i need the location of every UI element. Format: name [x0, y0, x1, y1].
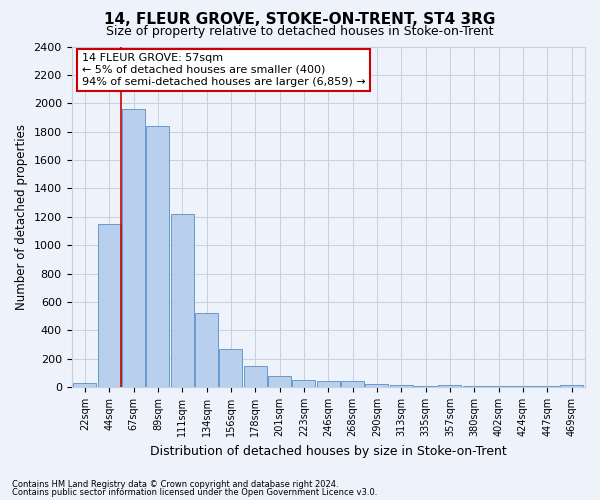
Bar [560, 385, 583, 387]
Bar [536, 386, 559, 387]
Bar [414, 386, 437, 387]
Text: 14 FLEUR GROVE: 57sqm
← 5% of detached houses are smaller (400)
94% of semi-deta: 14 FLEUR GROVE: 57sqm ← 5% of detached h… [82, 54, 365, 86]
Bar [146, 126, 169, 387]
Bar [170, 214, 194, 387]
Bar [511, 386, 535, 387]
Bar [98, 224, 121, 387]
Bar [122, 109, 145, 387]
Bar [390, 385, 413, 387]
Bar [244, 366, 267, 387]
Y-axis label: Number of detached properties: Number of detached properties [15, 124, 28, 310]
Text: Size of property relative to detached houses in Stoke-on-Trent: Size of property relative to detached ho… [106, 25, 494, 38]
Bar [341, 382, 364, 387]
Bar [439, 385, 461, 387]
Bar [317, 380, 340, 387]
Bar [463, 386, 486, 387]
Bar [487, 386, 510, 387]
Text: Contains HM Land Registry data © Crown copyright and database right 2024.: Contains HM Land Registry data © Crown c… [12, 480, 338, 489]
X-axis label: Distribution of detached houses by size in Stoke-on-Trent: Distribution of detached houses by size … [150, 444, 506, 458]
Text: 14, FLEUR GROVE, STOKE-ON-TRENT, ST4 3RG: 14, FLEUR GROVE, STOKE-ON-TRENT, ST4 3RG [104, 12, 496, 28]
Bar [195, 314, 218, 387]
Bar [292, 380, 316, 387]
Text: Contains public sector information licensed under the Open Government Licence v3: Contains public sector information licen… [12, 488, 377, 497]
Bar [268, 376, 291, 387]
Bar [365, 384, 388, 387]
Bar [73, 383, 97, 387]
Bar [220, 349, 242, 387]
